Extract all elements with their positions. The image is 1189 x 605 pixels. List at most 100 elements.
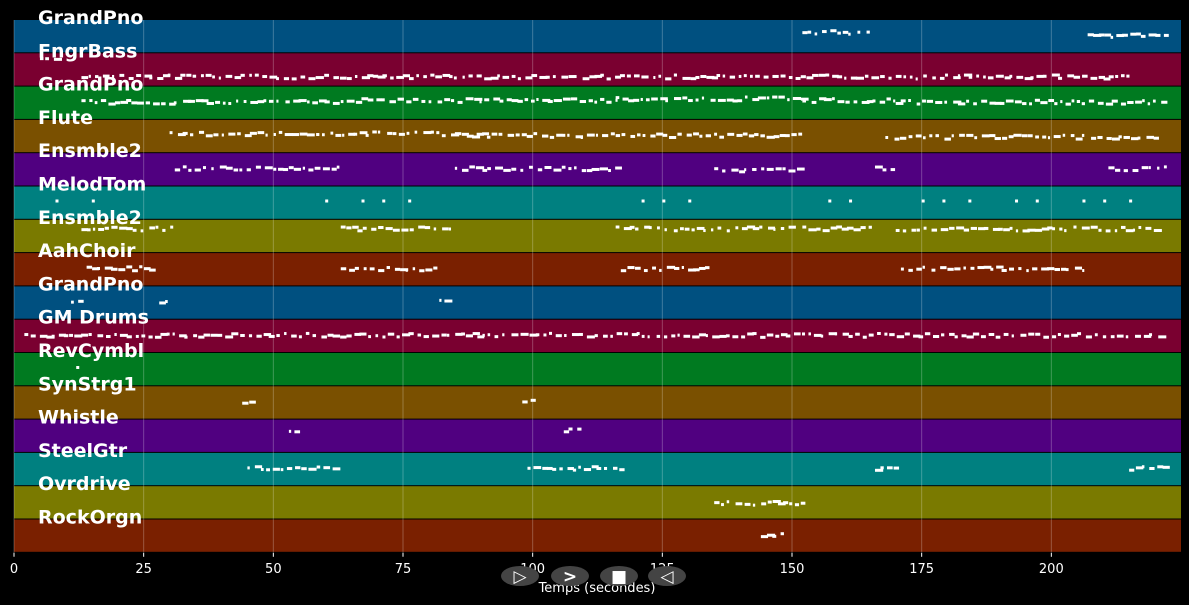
note (578, 465, 581, 469)
note (367, 98, 374, 102)
note (1026, 269, 1029, 273)
note (1163, 165, 1167, 169)
note (1042, 74, 1047, 78)
note (293, 167, 302, 171)
note (995, 74, 1004, 78)
note (886, 466, 893, 470)
back-button[interactable]: ◁ (648, 566, 686, 587)
note (249, 73, 252, 77)
note (549, 331, 553, 335)
note (205, 134, 213, 138)
note (834, 332, 838, 336)
note (871, 76, 880, 80)
note (94, 101, 98, 105)
note (780, 74, 786, 78)
note (461, 168, 469, 172)
note (1021, 134, 1028, 138)
note (714, 501, 720, 505)
note (890, 168, 896, 172)
track-label: Ensmble2 (38, 140, 142, 162)
note (752, 503, 756, 507)
track-lane (14, 419, 1181, 452)
note (182, 131, 188, 135)
note (236, 99, 239, 103)
note (173, 101, 177, 105)
note (1141, 465, 1145, 469)
note (1085, 335, 1092, 339)
note (800, 501, 806, 505)
note (387, 332, 395, 336)
note (402, 74, 410, 78)
stop-button[interactable]: ■ (600, 566, 638, 587)
note (265, 133, 268, 137)
note (791, 133, 797, 137)
play-button[interactable]: ▷ (501, 566, 539, 587)
note (619, 74, 625, 78)
note (908, 135, 913, 139)
drum-hit (91, 199, 95, 203)
note (206, 101, 214, 105)
note (305, 331, 310, 335)
note (169, 131, 173, 135)
note (983, 75, 986, 79)
note (682, 96, 688, 100)
note (793, 332, 801, 336)
note (908, 268, 913, 272)
note (963, 228, 970, 232)
note (788, 169, 796, 173)
note (744, 95, 748, 99)
note (698, 333, 706, 337)
note (615, 75, 621, 79)
note (153, 102, 160, 106)
note (699, 134, 703, 138)
note-layer (24, 29, 1170, 539)
note (361, 76, 371, 80)
note (877, 331, 881, 335)
note (935, 134, 939, 138)
note (1138, 225, 1142, 229)
note (1082, 269, 1085, 273)
note (81, 333, 89, 337)
track-lanes (14, 20, 1181, 552)
note (529, 165, 533, 169)
note (217, 333, 223, 337)
note (931, 228, 938, 232)
note (419, 269, 425, 273)
note (922, 99, 926, 103)
note (885, 136, 889, 140)
track-lane (14, 353, 1181, 386)
note (631, 333, 639, 337)
note (761, 502, 767, 506)
drum-hit (662, 199, 666, 203)
note (1097, 101, 1104, 105)
note (381, 98, 385, 102)
note (766, 135, 775, 139)
note (278, 167, 284, 171)
note (455, 332, 463, 336)
note (893, 466, 900, 470)
note (263, 99, 267, 103)
note (998, 227, 1003, 231)
note (87, 228, 91, 232)
note (359, 131, 368, 135)
track-label: RevCymbl (38, 340, 144, 362)
note (941, 333, 945, 337)
note (830, 29, 837, 33)
note (977, 266, 985, 270)
note (346, 334, 352, 338)
forward-button[interactable]: > (551, 566, 589, 587)
note (767, 500, 772, 504)
note (352, 225, 359, 229)
note (981, 134, 990, 138)
note (1057, 333, 1061, 337)
note (1065, 268, 1069, 272)
track-label: SteelGtr (38, 440, 128, 462)
note (705, 134, 712, 138)
note (1009, 226, 1013, 230)
note (118, 268, 126, 272)
note (533, 466, 542, 470)
note (634, 266, 641, 270)
drum-hit (968, 199, 972, 203)
note (823, 98, 832, 102)
note (331, 167, 337, 171)
